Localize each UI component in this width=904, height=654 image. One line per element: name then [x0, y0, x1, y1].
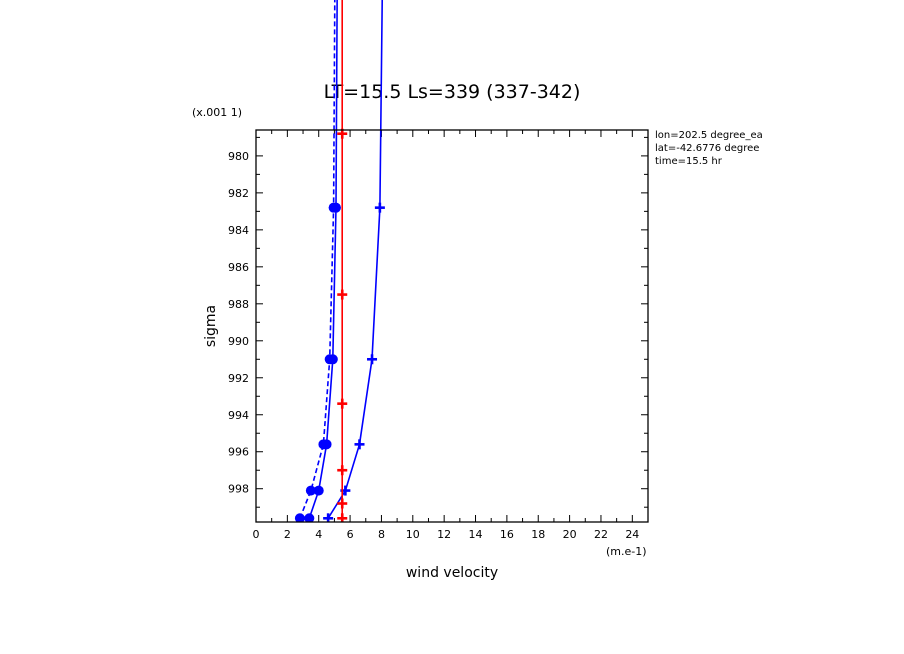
chart-title: LT=15.5 Ls=339 (337-342) — [324, 81, 581, 103]
x-tick-label: 18 — [531, 528, 545, 541]
data-point — [305, 485, 316, 496]
data-point — [337, 289, 348, 300]
annotation-line: lat=-42.6776 degree — [655, 143, 759, 154]
data-point — [337, 398, 348, 409]
x-tick-label: 0 — [253, 528, 260, 541]
x-tick-label: 14 — [469, 528, 483, 541]
x-tick-label: 8 — [378, 528, 385, 541]
series-3 — [337, 0, 348, 522]
annotation-line: time=15.5 hr — [655, 156, 723, 167]
x-axis-label: wind velocity — [406, 565, 498, 581]
y-unit-label: (x.001 1) — [192, 106, 242, 119]
x-tick-label: 6 — [347, 528, 354, 541]
x-tick-label: 22 — [594, 528, 608, 541]
y-axis-label: sigma — [203, 305, 219, 347]
annotation-line: lon=202.5 degree_ea — [655, 130, 763, 141]
data-point — [337, 465, 348, 476]
y-tick-label: 988 — [228, 298, 249, 311]
data-point — [313, 485, 324, 496]
data-point — [337, 498, 348, 509]
x-tick-label: 12 — [437, 528, 451, 541]
y-tick-label: 980 — [228, 150, 249, 163]
data-point — [354, 439, 365, 450]
y-tick-label: 990 — [228, 335, 249, 348]
x-tick-label: 24 — [625, 528, 639, 541]
plot-frame — [255, 129, 649, 523]
x-tick-label: 4 — [315, 528, 322, 541]
y-tick-label: 982 — [228, 187, 249, 200]
x-tick-label: 16 — [500, 528, 514, 541]
series-line — [299, 0, 336, 519]
y-tick-label: 992 — [228, 372, 249, 385]
data-point — [367, 354, 378, 365]
data-point — [328, 202, 339, 213]
series-2 — [294, 0, 339, 522]
data-point — [324, 354, 335, 365]
y-tick-label: 984 — [228, 224, 249, 237]
data-point — [374, 202, 385, 213]
x-unit-label: (m.e-1) — [606, 545, 647, 558]
y-tick-label: 996 — [228, 446, 249, 459]
x-tick-label: 20 — [563, 528, 577, 541]
y-tick-label: 986 — [228, 261, 249, 274]
y-tick-label: 994 — [228, 409, 249, 422]
data-point — [318, 439, 329, 450]
x-tick-label: 10 — [406, 528, 420, 541]
data-point — [304, 513, 315, 522]
x-tick-label: 2 — [284, 528, 291, 541]
data-point — [294, 513, 305, 522]
y-tick-label: 998 — [228, 483, 249, 496]
